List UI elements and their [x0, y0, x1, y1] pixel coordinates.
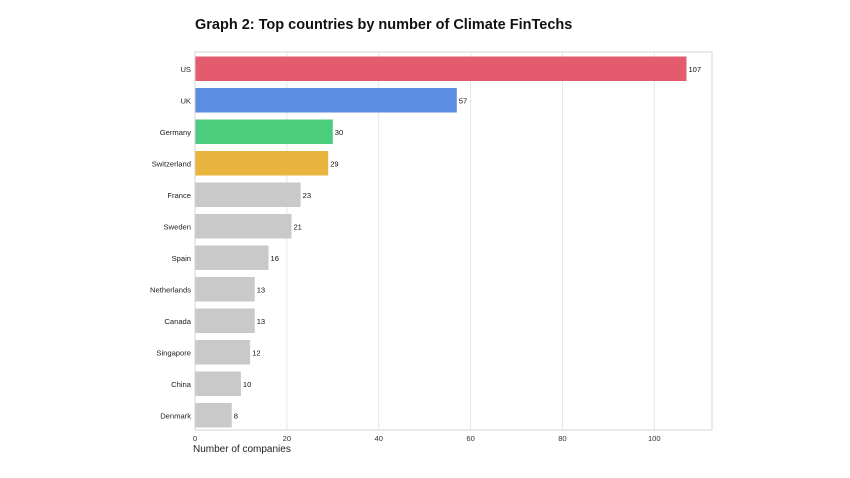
bar-france [195, 182, 301, 207]
x-tick-label: 60 [466, 434, 474, 443]
bar-netherlands [195, 277, 255, 302]
plot-frame [194, 51, 713, 431]
bar-china [195, 371, 241, 396]
x-tick-label: 20 [283, 434, 291, 443]
value-label-spain: 16 [270, 254, 278, 263]
value-label-france: 23 [303, 191, 311, 200]
category-label-sweden: Sweden [164, 222, 191, 231]
category-label-uk: UK [180, 96, 191, 105]
x-tick-label: 100 [648, 434, 661, 443]
category-label-netherlands: Netherlands [150, 285, 191, 294]
value-label-uk: 57 [459, 96, 467, 105]
x-tick-label: 80 [558, 434, 566, 443]
category-label-france: France [167, 191, 191, 200]
bar-uk [195, 88, 457, 113]
x-tick-label: 40 [374, 434, 382, 443]
value-label-sweden: 21 [293, 222, 301, 231]
bar-us [195, 56, 687, 81]
category-label-germany: Germany [160, 128, 191, 137]
value-label-canada: 13 [257, 317, 265, 326]
value-label-germany: 30 [335, 128, 343, 137]
value-label-china: 10 [243, 380, 251, 389]
value-label-denmark: 8 [234, 411, 238, 420]
category-label-switzerland: Switzerland [152, 159, 191, 168]
labels: 0 20 40 60 80 100 US 107 UK 57 Germany 30 Switzerlan… [150, 65, 701, 443]
value-label-netherlands: 13 [257, 285, 265, 294]
category-label-spain: Spain [172, 254, 191, 263]
category-label-singapore: Singapore [156, 348, 191, 357]
value-label-us: 107 [688, 65, 701, 74]
category-label-china: China [171, 380, 192, 389]
bar-switzerland [195, 151, 329, 176]
bar-spain [195, 245, 269, 270]
bars [195, 56, 687, 428]
value-label-singapore: 12 [252, 348, 260, 357]
bar-sweden [195, 214, 292, 239]
category-label-us: US [180, 65, 191, 74]
bar-singapore [195, 340, 251, 365]
category-label-canada: Canada [164, 317, 191, 326]
category-label-denmark: Denmark [160, 411, 191, 420]
bar-denmark [195, 403, 232, 428]
x-axis-label: Number of companies [193, 444, 291, 455]
value-label-switzerland: 29 [330, 159, 338, 168]
bar-germany [195, 119, 333, 144]
chart-title: Graph 2: Top countries by number of Clim… [195, 17, 573, 33]
x-tick-label: 0 [193, 434, 197, 443]
bar-canada [195, 308, 255, 333]
